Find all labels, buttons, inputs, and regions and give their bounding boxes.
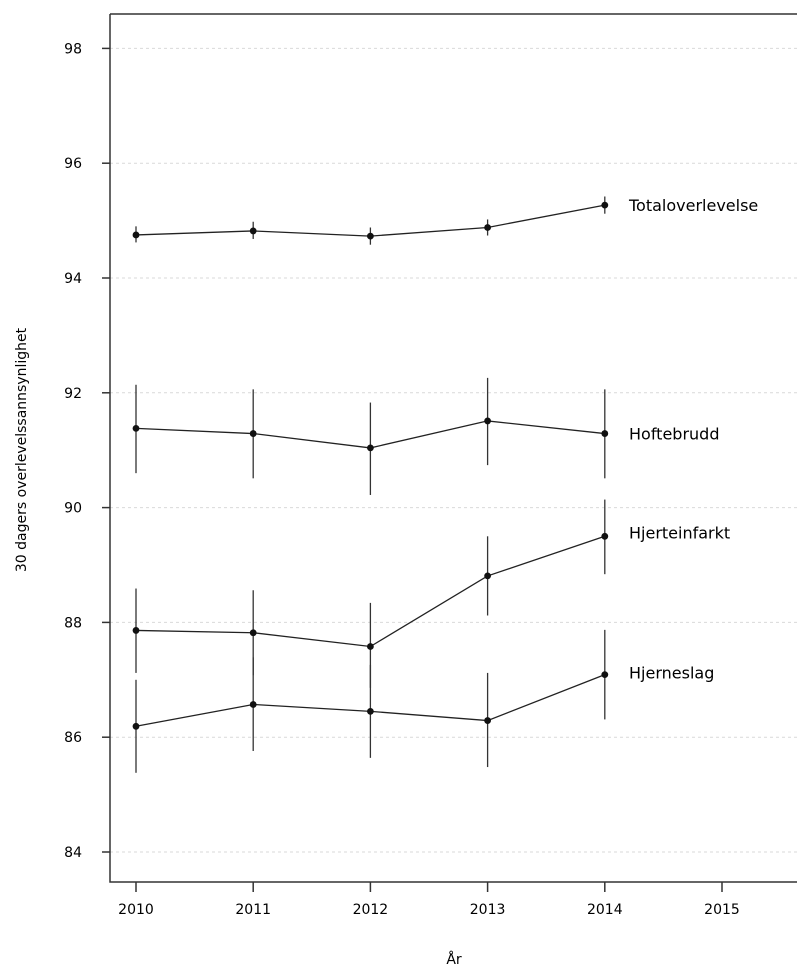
data-point bbox=[367, 444, 374, 452]
x-tick-label: 2014 bbox=[587, 902, 623, 918]
grid-lines bbox=[110, 47, 797, 853]
series-label: Hoftebrudd bbox=[629, 425, 719, 444]
data-point bbox=[484, 224, 491, 231]
series-label: Hjerteinfarkt bbox=[629, 523, 730, 542]
series-hjerteinfarkt: Hjerteinfarkt bbox=[132, 499, 730, 688]
axes bbox=[109, 13, 797, 883]
data-point bbox=[601, 430, 609, 437]
data-point bbox=[132, 627, 140, 634]
series-label: Totaloverlevelse bbox=[628, 196, 758, 215]
y-tick-label: 92 bbox=[64, 386, 82, 402]
data-point bbox=[484, 572, 491, 580]
x-tick-label: 2012 bbox=[353, 902, 389, 918]
data-point bbox=[601, 532, 609, 540]
y-axis-ticks: 84 86 88 90 92 94 96 98 bbox=[64, 41, 110, 861]
x-axis-title: År bbox=[446, 951, 462, 968]
data-point bbox=[367, 643, 374, 650]
y-tick-label: 98 bbox=[64, 41, 82, 57]
y-tick-label: 90 bbox=[64, 501, 82, 517]
series-label: Hjerneslag bbox=[629, 664, 714, 683]
data-point bbox=[132, 722, 140, 730]
x-axis-ticks: 2010 2011 2012 2013 2014 2015 bbox=[118, 882, 740, 918]
data-point bbox=[484, 717, 491, 724]
plot-frame bbox=[109, 14, 797, 883]
data-point bbox=[484, 417, 491, 425]
data-point bbox=[249, 629, 257, 637]
y-tick-label: 88 bbox=[64, 615, 82, 631]
data-point bbox=[601, 671, 609, 679]
data-point bbox=[367, 707, 374, 715]
data-point bbox=[601, 201, 609, 209]
series-hoftebrudd: Hoftebrudd bbox=[132, 377, 719, 495]
series-hjerneslag: Hjerneslag bbox=[132, 629, 714, 773]
y-tick-label: 96 bbox=[64, 156, 82, 172]
x-tick-label: 2015 bbox=[704, 902, 740, 918]
data-point bbox=[132, 424, 140, 432]
data-point bbox=[132, 231, 140, 239]
y-tick-label: 86 bbox=[64, 730, 82, 746]
x-tick-label: 2013 bbox=[470, 902, 506, 918]
data-point bbox=[249, 227, 257, 235]
data-point bbox=[249, 701, 257, 708]
y-tick-label: 84 bbox=[64, 845, 82, 861]
data-point bbox=[367, 232, 374, 240]
y-tick-label: 94 bbox=[64, 271, 82, 287]
y-axis-title: 30 dagers overlevelssannsynlighet bbox=[14, 327, 30, 572]
data-point bbox=[249, 430, 257, 437]
series-totaloverlevelse: Totaloverlevelse bbox=[132, 196, 758, 245]
x-tick-label: 2010 bbox=[118, 902, 154, 918]
series-group: Totaloverlevelse Hoftebrudd Hjerteinfarkt H… bbox=[132, 196, 758, 773]
x-tick-label: 2011 bbox=[235, 902, 271, 918]
